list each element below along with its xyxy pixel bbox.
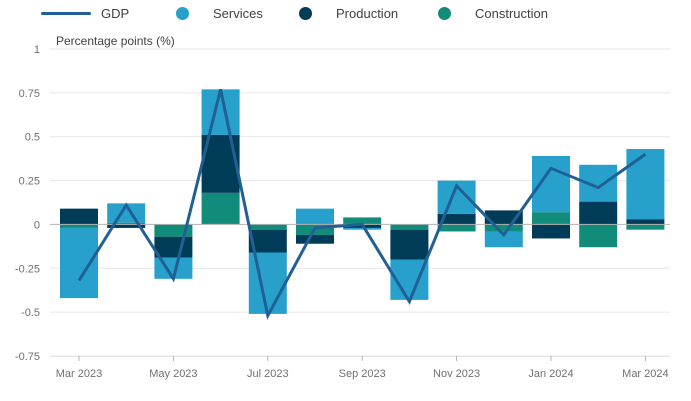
legend-item-construction: Construction (438, 6, 548, 21)
bar-production (532, 224, 570, 239)
y-tick-label: 0.25 (19, 176, 40, 188)
bar-production (390, 229, 429, 260)
y-tick-label: 1 (34, 44, 40, 56)
x-tick-label: Mar 2024 (622, 368, 668, 380)
bar-services (201, 89, 240, 135)
bar-services (532, 156, 570, 213)
bar-production (296, 234, 334, 244)
bar-production (248, 229, 287, 253)
bar-production (107, 224, 146, 228)
bar-construction (154, 224, 193, 237)
y-tick-label: -0.25 (15, 263, 40, 275)
bar-construction (437, 224, 476, 232)
legend-dot-services (176, 7, 189, 20)
bar-services (60, 227, 98, 299)
legend-dot-production (299, 7, 312, 20)
legend-item-production: Production (299, 6, 398, 21)
y-tick-label: -0.75 (15, 351, 40, 363)
y-tick-label: -0.5 (21, 307, 40, 319)
bar-production (154, 236, 193, 258)
legend-label-gdp: GDP (101, 6, 130, 21)
bar-construction (60, 224, 98, 228)
bar-services (343, 227, 382, 230)
bar-production (626, 219, 665, 225)
bar-construction (390, 224, 429, 230)
bar-construction (626, 224, 665, 230)
y-tick-label: 0.75 (19, 88, 40, 100)
bar-construction (107, 222, 146, 225)
y-tick-label: 0.5 (25, 132, 40, 144)
chart-legend: GDP Services Production Construction (0, 0, 691, 32)
y-tick-label: 0 (34, 219, 40, 231)
x-tick-label: Jan 2024 (528, 368, 573, 380)
legend-label-production: Production (336, 6, 399, 21)
bar-construction (532, 212, 570, 225)
bar-services (248, 252, 287, 314)
bar-construction (248, 224, 287, 230)
bar-construction (579, 224, 618, 248)
y-axis-title: Percentage points (%) (56, 34, 175, 48)
bar-construction (343, 217, 382, 225)
x-tick-label: Jul 2023 (247, 368, 289, 380)
legend-label-construction: Construction (475, 6, 548, 21)
x-tick-label: Sep 2023 (339, 368, 386, 380)
legend-label-services: Services (213, 6, 263, 21)
bar-construction (484, 224, 523, 232)
legend-item-gdp: GDP (41, 6, 129, 21)
bar-services (626, 148, 665, 220)
bar-services (484, 231, 523, 248)
x-tick-label: Nov 2023 (433, 368, 480, 380)
bar-production (437, 213, 476, 225)
x-tick-label: Mar 2023 (56, 368, 102, 380)
bar-services (296, 208, 334, 225)
bar-construction (201, 192, 240, 225)
legend-line-gdp (41, 12, 91, 15)
legend-dot-construction (438, 7, 451, 20)
bar-production (579, 201, 618, 225)
x-tick-label: May 2023 (149, 368, 197, 380)
legend-item-services: Services (176, 6, 263, 21)
bar-production (60, 208, 98, 225)
